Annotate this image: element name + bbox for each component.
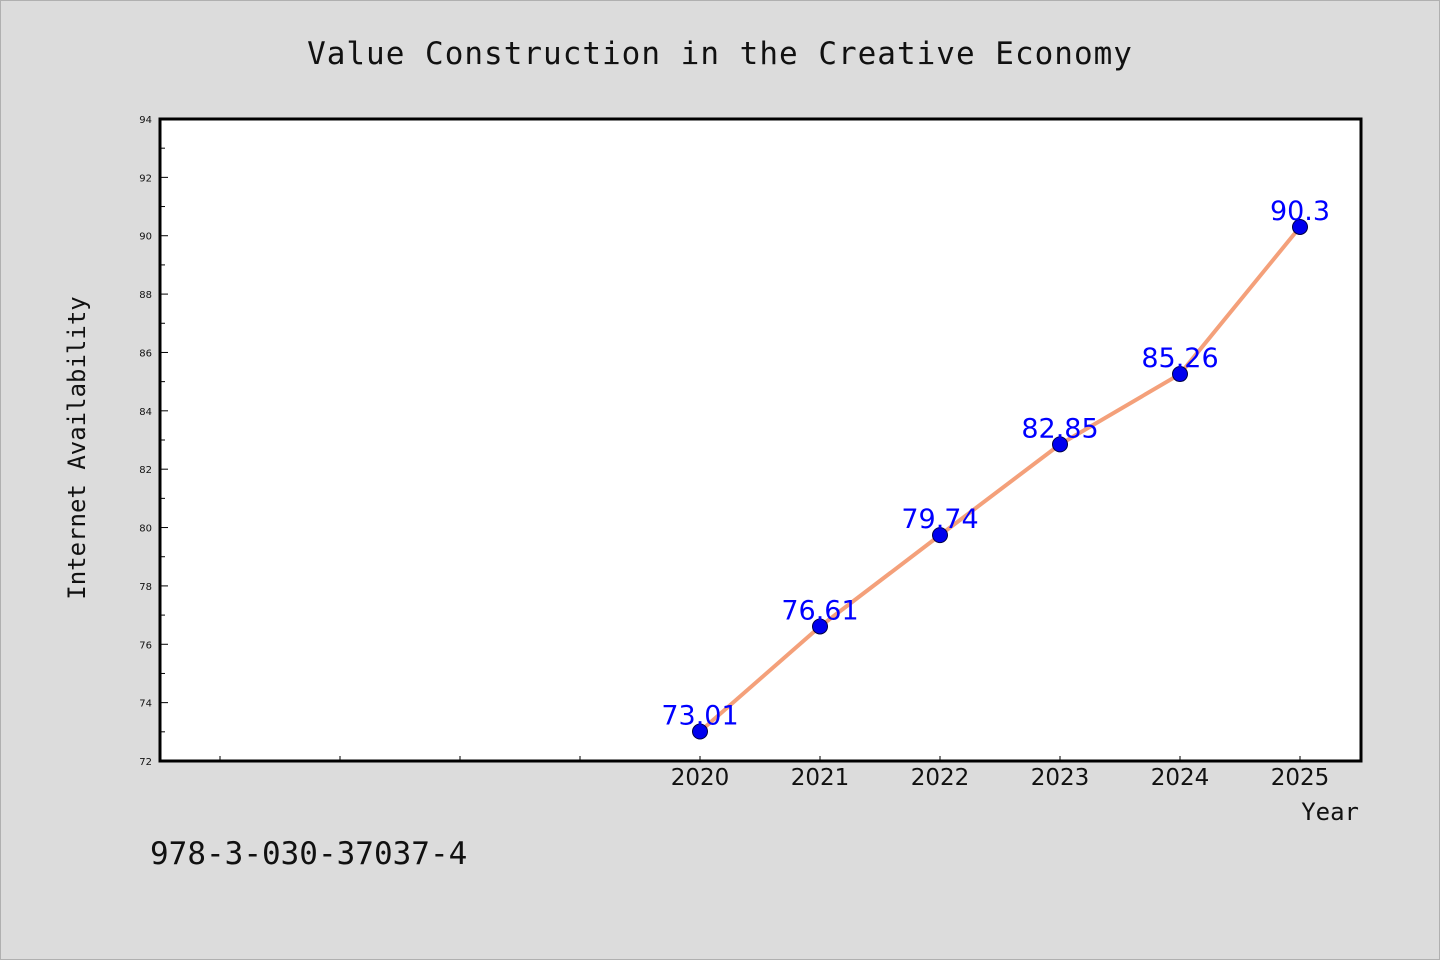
x-tick-label: 2023 — [1031, 765, 1090, 791]
x-tick-label: 2022 — [911, 765, 970, 791]
data-label: 85.26 — [1141, 343, 1218, 374]
series-line-group: 73.01 76.61 79.74 82.85 85.26 90.3 — [661, 196, 1330, 740]
data-label: 82.85 — [1021, 413, 1098, 444]
data-label: 79.74 — [901, 504, 978, 535]
y-tick-label: 92 — [139, 173, 152, 184]
y-tick-label: 86 — [139, 348, 152, 359]
y-tick-label: 94 — [139, 115, 152, 126]
y-axis-label: Internet Availability — [63, 296, 91, 599]
x-tick-label: 2025 — [1271, 765, 1330, 791]
chart-title: Value Construction in the Creative Econo… — [307, 36, 1133, 72]
y-tick-label: 88 — [139, 290, 152, 301]
data-point — [692, 723, 708, 740]
y-axis: 72 74 76 78 80 82 84 86 88 90 92 94 — [139, 115, 168, 768]
x-axis: 2020 2021 2022 2023 2024 2025 — [219, 756, 1330, 791]
x-tick-label: 2020 — [671, 765, 730, 791]
data-label: 90.3 — [1270, 196, 1330, 227]
data-point — [1172, 366, 1188, 383]
y-tick-label: 90 — [139, 232, 152, 243]
data-point — [812, 618, 828, 635]
data-point — [932, 527, 948, 544]
plot-area — [158, 117, 1363, 763]
y-tick-label: 78 — [139, 582, 152, 593]
x-tick-label: 2024 — [1151, 765, 1210, 791]
y-tick-label: 82 — [139, 465, 152, 476]
data-label: 73.01 — [661, 701, 738, 732]
y-tick-label: 74 — [139, 699, 152, 710]
data-label: 76.61 — [781, 595, 858, 626]
series-line — [698, 225, 1302, 734]
y-tick-label: 72 — [139, 757, 152, 768]
data-point — [1292, 218, 1308, 235]
isbn-footer: 978-3-030-37037-4 — [150, 836, 467, 872]
y-tick-label: 84 — [139, 407, 152, 418]
y-tick-label: 76 — [139, 640, 152, 651]
x-axis-label: Year — [1301, 798, 1359, 826]
x-tick-label: 2021 — [791, 765, 850, 791]
y-tick-label: 80 — [139, 524, 152, 535]
data-point — [1052, 436, 1068, 453]
